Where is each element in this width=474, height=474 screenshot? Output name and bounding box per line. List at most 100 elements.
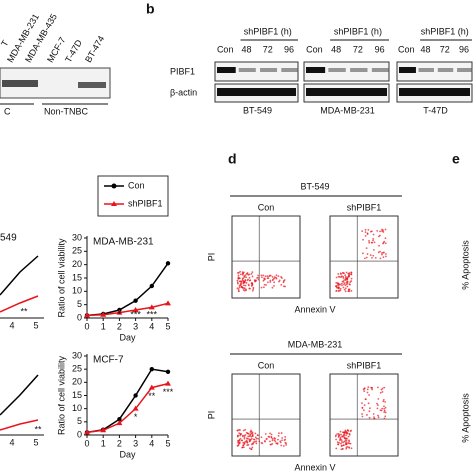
flow-dot xyxy=(251,283,254,285)
flow-dot xyxy=(347,442,350,444)
flow-dot xyxy=(272,278,275,281)
flow-dot xyxy=(268,275,271,278)
flow-dot xyxy=(241,439,243,442)
flow-dot xyxy=(242,277,245,279)
axis-label: PI xyxy=(206,411,216,420)
flow-dot xyxy=(364,231,367,234)
flow-dot xyxy=(350,290,353,292)
flow-dot xyxy=(284,285,286,288)
flow-dot xyxy=(345,434,348,437)
flow-dot xyxy=(243,436,246,438)
flow-dot xyxy=(372,413,375,415)
band xyxy=(238,68,256,72)
tick-label: 4 xyxy=(9,320,14,330)
flow-dot xyxy=(237,290,240,292)
flow-dot xyxy=(248,287,251,290)
flow-dot xyxy=(344,443,347,446)
flow-dot xyxy=(364,228,367,231)
flow-dot xyxy=(376,407,379,410)
panel-b: b PIBF1 β-actin xyxy=(146,1,197,98)
flow-dot xyxy=(373,417,376,420)
y-tick-label: 5 xyxy=(77,416,82,426)
data-point xyxy=(165,369,171,374)
flow-dot xyxy=(269,279,272,282)
axis-label: PI xyxy=(206,253,216,262)
data-point xyxy=(132,307,139,312)
flow-dot xyxy=(383,405,385,408)
flow-dot xyxy=(383,240,386,243)
flow-dot xyxy=(337,284,340,287)
flow-dot xyxy=(338,434,341,436)
flow-dot xyxy=(345,437,348,440)
data-line xyxy=(86,368,169,434)
flow-dot xyxy=(343,433,345,436)
x-tick-label: 0 xyxy=(84,438,89,448)
flow-dot xyxy=(378,244,380,247)
flow-dot xyxy=(244,284,247,287)
flow-dot xyxy=(368,240,370,242)
flow-dot xyxy=(335,276,338,279)
flow-dot xyxy=(250,430,253,433)
flow-dot xyxy=(283,439,286,442)
flow-dot xyxy=(237,274,240,277)
flow-dot xyxy=(366,414,368,416)
flow-dot xyxy=(342,444,345,447)
flow-dot xyxy=(237,444,240,447)
flow-dot xyxy=(382,399,385,401)
data-point xyxy=(100,311,107,317)
flow-dot xyxy=(350,277,353,280)
flow-dot xyxy=(381,407,384,410)
flow-dot xyxy=(243,441,246,444)
condition-label: Con xyxy=(258,202,275,212)
flow-dot xyxy=(238,284,241,287)
data-point xyxy=(165,300,171,306)
flow-dot xyxy=(342,286,345,289)
data-point xyxy=(84,429,90,435)
flow-dot xyxy=(369,254,372,257)
flow-dot xyxy=(273,437,276,439)
flow-dot xyxy=(364,234,367,237)
flow-dot xyxy=(236,287,239,290)
flow-dot xyxy=(361,413,363,415)
flow-dot xyxy=(379,257,382,260)
flow-dot xyxy=(347,435,350,438)
flow-dot xyxy=(343,272,345,275)
flow-dot xyxy=(382,251,385,254)
axis-label: % Apoptosis xyxy=(460,240,470,290)
flow-dot xyxy=(379,230,381,233)
flow-dot xyxy=(242,444,245,447)
flow-dot xyxy=(379,234,381,237)
flow-dot xyxy=(251,446,254,449)
flow-dot xyxy=(251,271,254,274)
flow-dot xyxy=(280,432,283,434)
flow-plot xyxy=(329,215,399,299)
lane-label: Con xyxy=(217,44,234,54)
flow-dot xyxy=(383,407,386,410)
flow-dot xyxy=(369,407,371,410)
flow-dot xyxy=(346,429,349,432)
flow-dot xyxy=(339,283,342,286)
flow-dot xyxy=(374,256,377,259)
flow-dot xyxy=(242,435,244,438)
flow-dot xyxy=(269,281,272,283)
fragment-line xyxy=(0,295,39,313)
data-point xyxy=(100,427,107,433)
flow-dot xyxy=(348,290,351,293)
band xyxy=(371,68,390,72)
flow-dot xyxy=(260,286,263,289)
flow-dot xyxy=(371,388,374,391)
flow-plot xyxy=(231,373,301,457)
flow-dot xyxy=(350,447,353,450)
flow-dot xyxy=(337,286,340,289)
flow-dot xyxy=(244,279,247,282)
flow-dot xyxy=(247,435,250,438)
data-point xyxy=(165,261,171,266)
flow-dot xyxy=(251,275,254,278)
flow-dot xyxy=(257,278,260,281)
flow-dot xyxy=(245,276,248,279)
flow-dot xyxy=(339,272,342,275)
data-point xyxy=(165,380,171,386)
flow-dot xyxy=(255,437,258,440)
flow-dot xyxy=(362,238,364,241)
tick-label: 4 xyxy=(9,437,14,447)
